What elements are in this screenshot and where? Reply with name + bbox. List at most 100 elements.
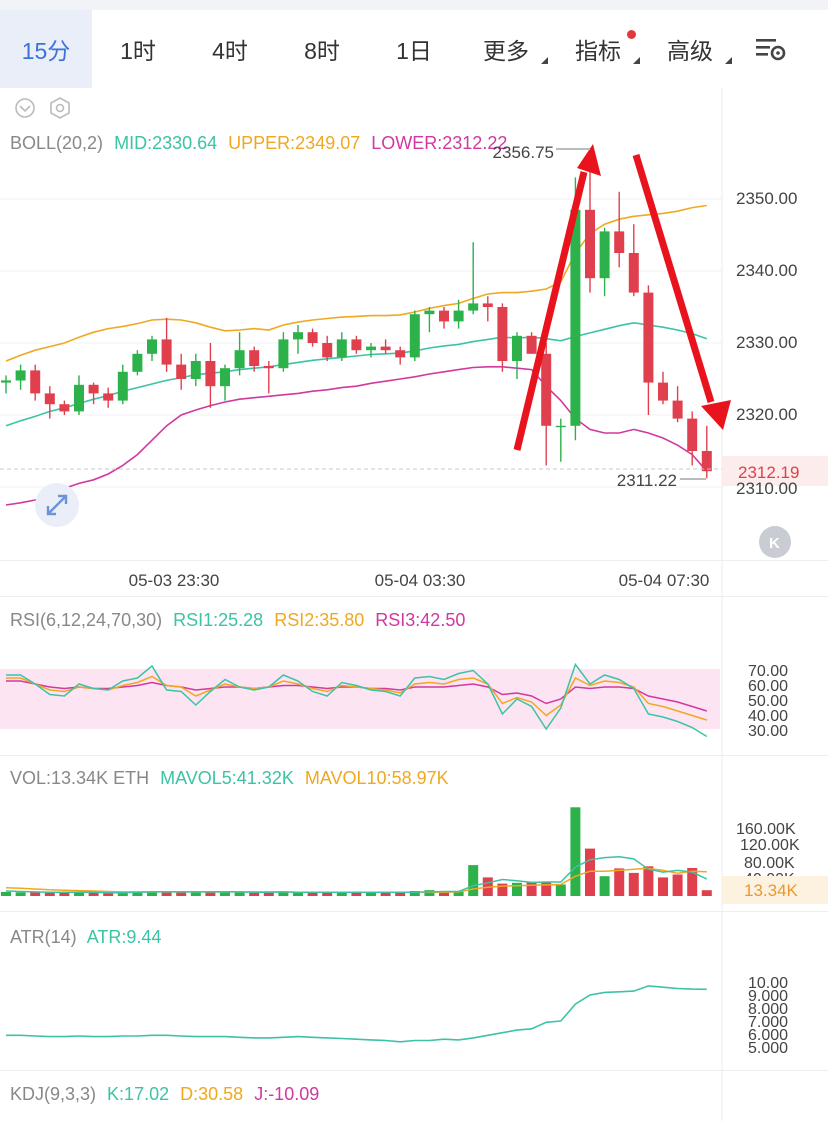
candle-body xyxy=(59,404,70,412)
boll-mid-value: MID:2330.64 xyxy=(114,133,217,153)
volume-bar xyxy=(351,892,362,896)
candle-body xyxy=(526,335,537,354)
atr-tick: 10.00 xyxy=(748,975,788,992)
k-icon-letter: K xyxy=(769,535,780,552)
divider xyxy=(0,911,828,912)
price-tick: 2330.00 xyxy=(736,333,797,352)
candle-body xyxy=(658,382,668,401)
gear-icon[interactable] xyxy=(50,97,70,119)
candle-body xyxy=(555,425,566,428)
grid-lines xyxy=(0,88,723,1121)
volume-bar xyxy=(176,891,187,896)
volume-bar xyxy=(220,891,230,896)
tab-label: 1日 xyxy=(396,38,432,64)
tab-1d[interactable]: 1日 xyxy=(368,10,460,88)
candle-body xyxy=(453,310,464,322)
candle-body xyxy=(599,231,610,279)
volume-bar xyxy=(555,884,566,896)
atr-legend: ATR(14) ATR:9.44 xyxy=(10,927,161,947)
candle-body xyxy=(117,371,128,401)
tab-indicators[interactable]: 指标 xyxy=(552,10,644,88)
volume-bar xyxy=(512,882,522,896)
candle-body xyxy=(293,332,303,340)
candle-body xyxy=(147,339,157,354)
volume-bar xyxy=(439,891,449,896)
tab-15m[interactable]: 15分 xyxy=(0,10,92,88)
mavol10-value: MAVOL10:58.97K xyxy=(305,768,449,788)
candle-body xyxy=(643,292,654,383)
volume-bar xyxy=(15,892,26,896)
volume-bar xyxy=(293,892,303,896)
tab-4h[interactable]: 4时 xyxy=(184,10,276,88)
candle-body xyxy=(687,418,698,451)
rsi-lines xyxy=(6,662,708,738)
candle-body xyxy=(44,393,55,405)
kline-chart[interactable]: BOLL(20,2) MID:2330.64 UPPER:2349.07 LOW… xyxy=(0,88,828,1121)
current-price-tag xyxy=(722,456,828,486)
volume-bar xyxy=(409,891,420,896)
vol-legend: VOL:13.34K ETH MAVOL5:41.32K MAVOL10:58.… xyxy=(10,768,449,788)
tab-label: 15分 xyxy=(21,38,71,64)
atr-tick: 5.000 xyxy=(748,1040,788,1057)
vol-tick: 120.00K xyxy=(740,837,800,854)
volume-bar xyxy=(658,877,668,896)
volume-bars xyxy=(1,807,712,896)
candle-body xyxy=(424,310,435,315)
volume-bar xyxy=(103,892,114,896)
rsi-band xyxy=(0,669,720,729)
time-tick: 05-04 07:30 xyxy=(619,571,710,590)
rsi-legend: RSI(6,12,24,70,30) RSI1:25.28 RSI2:35.80… xyxy=(10,610,465,630)
tab-8h[interactable]: 8时 xyxy=(276,10,368,88)
volume-bar xyxy=(628,872,639,896)
collapse-icon[interactable] xyxy=(15,98,35,118)
volume-bar xyxy=(424,890,435,896)
volume-bar xyxy=(307,892,318,896)
current-volume-tag xyxy=(722,876,828,904)
candle-body xyxy=(380,346,391,351)
current-price-label: 2312.19 xyxy=(738,463,799,482)
rsi2-line xyxy=(6,675,708,721)
candle-body xyxy=(220,368,230,387)
tab-label: 4时 xyxy=(212,38,248,64)
volume-bar xyxy=(205,892,216,896)
tab-advanced[interactable]: 高级 xyxy=(644,10,736,88)
volume-bar xyxy=(117,892,128,896)
volume-bar xyxy=(599,876,610,896)
volume-bar xyxy=(380,892,391,896)
volume-bar xyxy=(1,891,11,896)
rsi-prefix: RSI(6,12,24,70,30) xyxy=(10,610,162,630)
volume-bar xyxy=(74,892,84,896)
atr-tick: 6.000 xyxy=(748,1027,788,1044)
volume-bar xyxy=(336,891,347,896)
fullscreen-icon[interactable] xyxy=(35,483,79,527)
rsi-tick: 70.00 xyxy=(748,663,788,680)
k-icon[interactable]: K xyxy=(759,526,791,558)
dropdown-caret-icon xyxy=(725,57,732,64)
dropdown-caret-icon xyxy=(541,57,548,64)
atr-tick: 7.000 xyxy=(748,1014,788,1031)
candle-body xyxy=(701,451,712,472)
tab-more[interactable]: 更多 xyxy=(460,10,552,88)
chart-settings-icon[interactable] xyxy=(736,10,806,88)
rsi1-line xyxy=(6,662,708,738)
atr-value: ATR:9.44 xyxy=(87,927,162,947)
candle-body xyxy=(512,335,522,361)
candle-body xyxy=(307,332,318,343)
candle-body xyxy=(249,350,260,366)
candle-body xyxy=(161,339,172,365)
volume-bar xyxy=(643,866,654,896)
volume-bar xyxy=(453,891,464,896)
candle-body xyxy=(541,353,552,426)
vol-prefix: VOL:13.34K ETH xyxy=(10,768,149,788)
tab-1h[interactable]: 1时 xyxy=(92,10,184,88)
volume-bar xyxy=(234,892,245,896)
kdj-legend: KDJ(9,3,3) K:17.02 D:30.58 J:-10.09 xyxy=(10,1084,319,1104)
rsi-tick: 40.00 xyxy=(748,708,788,725)
candle-body xyxy=(395,350,406,358)
tab-label: 1时 xyxy=(120,38,156,64)
candle-body xyxy=(88,384,99,394)
price-tick: 2320.00 xyxy=(736,405,797,424)
candle-body xyxy=(409,314,420,358)
candle-body xyxy=(205,361,216,387)
candle-body xyxy=(497,307,508,361)
